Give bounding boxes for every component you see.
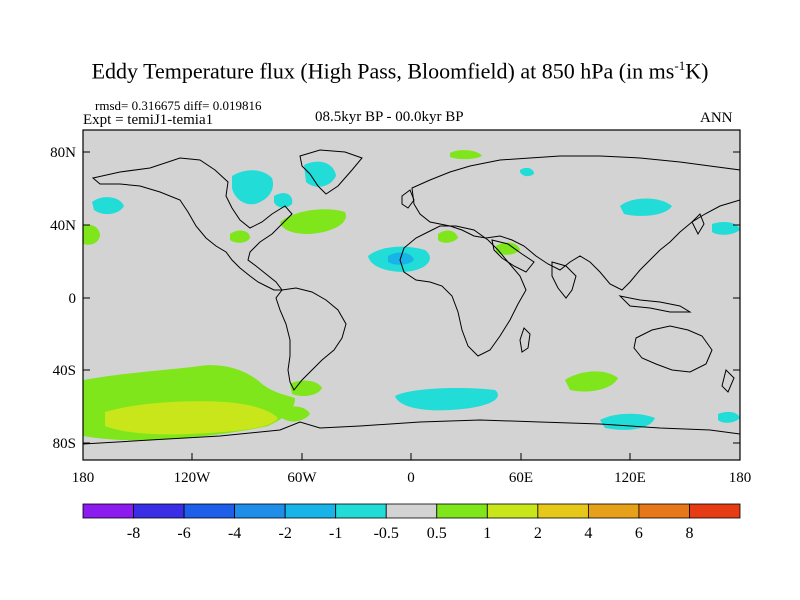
period-label: 08.5kyr BP - 00.0kyr BP xyxy=(315,109,464,125)
colorbar-swatch xyxy=(537,503,589,519)
anomaly-indian-ocean-positive xyxy=(565,371,618,392)
anomaly-antarctic-pacific-negative xyxy=(718,411,740,423)
latitude-labels: 80N 40N 0 40S 80S xyxy=(50,145,76,452)
colorbar-swatch xyxy=(335,503,387,519)
positive-anomaly-regions xyxy=(83,150,618,441)
anomaly-hudson-negative xyxy=(274,193,293,208)
lon-label-120w: 120W xyxy=(174,470,212,486)
coast-greenland xyxy=(299,149,363,195)
coast-arabia xyxy=(491,239,535,273)
lat-label-eq: 0 xyxy=(69,291,77,307)
colorbar-label: 6 xyxy=(635,525,643,542)
colorbar-swatch xyxy=(587,503,640,519)
anomaly-arabia-positive xyxy=(496,242,520,255)
season-label: ANN xyxy=(700,110,733,126)
coast-antarctica xyxy=(82,419,741,445)
colorbar-label: -1 xyxy=(329,525,342,542)
coast-australia xyxy=(633,325,713,373)
colorbar-swatch xyxy=(385,503,438,519)
coast-madagascar xyxy=(519,327,531,353)
anomaly-southern-ocean-negative xyxy=(395,388,498,411)
longitude-labels: 180 120W 60W 0 60E 120E 180 xyxy=(72,470,752,486)
negative-anomaly-regions xyxy=(92,161,740,430)
colorbar-label: 4 xyxy=(584,525,592,542)
colorbar xyxy=(82,503,741,519)
anomaly-bering-negative xyxy=(520,167,534,177)
anomaly-arctic-positive xyxy=(450,150,482,160)
lon-label-60w: 60W xyxy=(287,470,317,486)
colorbar-label: 1 xyxy=(483,525,491,542)
anomaly-greenland-negative xyxy=(304,161,336,187)
colorbar-swatch xyxy=(689,503,741,519)
coast-eurasia xyxy=(411,155,741,291)
colorbar-label: -4 xyxy=(228,525,241,542)
coast-uk xyxy=(401,189,415,209)
anomaly-north-pacific-west-positive xyxy=(83,224,100,245)
map-tick-marks xyxy=(83,151,740,460)
anomaly-south-pacific-strong xyxy=(105,401,278,435)
lat-label-80s: 80S xyxy=(53,436,76,452)
anomaly-north-america-positive xyxy=(230,230,250,243)
anomaly-weddell-positive xyxy=(282,406,310,422)
anomaly-sahara-strong xyxy=(388,252,414,265)
lon-label-180e: 180 xyxy=(729,470,752,486)
colorbar-label: 2 xyxy=(534,525,542,542)
coast-indonesia xyxy=(618,295,692,313)
colorbar-swatch xyxy=(436,503,488,519)
colorbar-label: -0.5 xyxy=(374,525,399,542)
lat-label-40s: 40S xyxy=(53,363,76,379)
colorbar-label: -6 xyxy=(177,525,190,542)
lon-label-120e: 120E xyxy=(614,470,646,486)
lon-label-60e: 60E xyxy=(509,470,533,486)
colorbar-labels: -8 -6 -4 -2 -1 -0.5 0.5 1 2 4 6 8 xyxy=(127,525,694,542)
colorbar-label: 8 xyxy=(685,525,693,542)
coast-india xyxy=(551,261,577,299)
coast-north-america xyxy=(91,157,293,291)
coastlines xyxy=(82,149,741,445)
anomaly-asia-negative xyxy=(620,198,672,216)
colorbar-label: -8 xyxy=(127,525,140,542)
anomaly-ross-sea-negative xyxy=(600,413,655,430)
colorbar-swatch xyxy=(234,503,286,519)
lon-label-0: 0 xyxy=(407,470,415,486)
map-panel xyxy=(82,129,741,461)
colorbar-label: -2 xyxy=(278,525,291,542)
anomaly-labrador-negative xyxy=(232,170,274,205)
colorbar-swatch xyxy=(82,503,134,519)
coast-japan xyxy=(691,213,705,236)
plot-title: Eddy Temperature flux (High Pass, Bloomf… xyxy=(91,58,709,84)
anomaly-mediterranean-positive xyxy=(438,230,458,243)
lat-label-80n: 80N xyxy=(50,145,76,161)
experiment-label: Expt = temiJ1-temia1 xyxy=(83,112,214,128)
colorbar-swatch xyxy=(638,503,690,519)
colorbar-swatch xyxy=(284,503,337,519)
stats-label: rmsd= 0.316675 diff= 0.019816 xyxy=(95,98,262,113)
colorbar-swatch xyxy=(183,503,236,519)
colorbar-swatch xyxy=(486,503,539,519)
colorbar-label: 0.5 xyxy=(427,525,447,542)
anomaly-north-atlantic-positive xyxy=(280,209,346,234)
anomaly-north-pacific-negative xyxy=(92,197,124,215)
colorbar-swatch xyxy=(133,503,185,519)
coast-south-america xyxy=(275,287,347,391)
coast-africa xyxy=(399,225,527,357)
lon-label-180w: 180 xyxy=(72,470,95,486)
coast-new-zealand xyxy=(721,369,735,393)
lat-label-40n: 40N xyxy=(50,218,76,234)
